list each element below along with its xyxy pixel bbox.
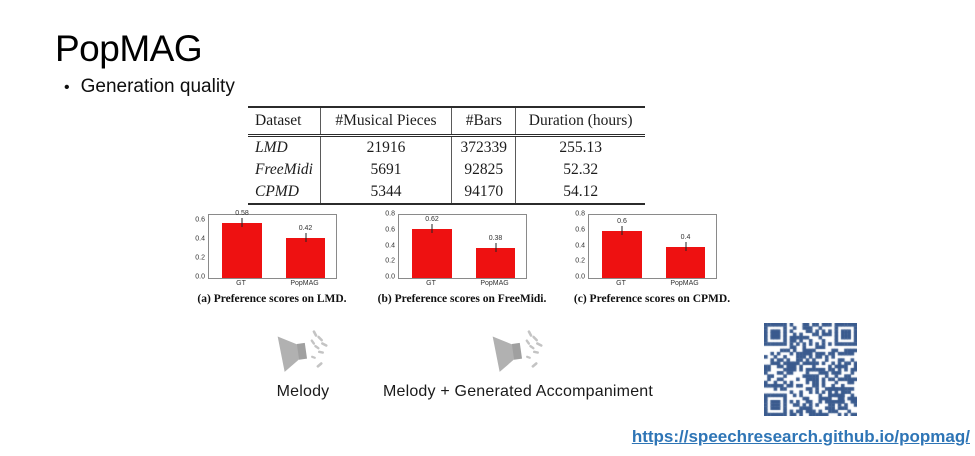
table-row: CPMD 5344 94170 54.12 — [248, 181, 645, 204]
plot-area: 0.6 0.4 — [588, 214, 717, 279]
dataset-table: Dataset #Musical Pieces #Bars Duration (… — [248, 106, 645, 205]
col-header-dataset: Dataset — [248, 107, 321, 137]
bar-value-label: 0.4 — [680, 233, 691, 241]
col-header-bars: #Bars — [451, 107, 516, 137]
bullet-text: Generation quality — [80, 76, 235, 97]
project-link[interactable]: https://speechresearch.github.io/popmag/ — [631, 427, 970, 446]
table-header-row: Dataset #Musical Pieces #Bars Duration (… — [248, 107, 645, 137]
y-tick-label: 0.4 — [575, 242, 585, 249]
bar-value-label: 0.62 — [425, 216, 439, 224]
chart-caption: (b) Preference scores on FreeMidi. — [377, 293, 547, 305]
table-row: FreeMidi 5691 92825 52.32 — [248, 159, 645, 181]
cell-dataset: FreeMidi — [255, 161, 313, 178]
bar-gt — [222, 222, 262, 278]
bullet-marker: • — [64, 79, 70, 96]
sound-waves-icon — [525, 330, 543, 368]
error-bar — [621, 225, 623, 235]
bar-popmag — [665, 246, 706, 278]
bar-gt — [412, 229, 452, 278]
x-tick-label: PopMAG — [290, 280, 319, 287]
qr-code — [764, 323, 857, 416]
col-header-pieces: #Musical Pieces — [319, 107, 452, 137]
x-axis-labels: GT PopMAG — [208, 280, 335, 290]
bar-gt — [602, 230, 642, 278]
x-tick-label: GT — [426, 280, 436, 287]
cell-duration: 255.13 — [515, 135, 645, 159]
speaker-icon[interactable] — [277, 330, 329, 374]
cell-bars: 94170 — [451, 181, 516, 204]
y-tick-label: 0.6 — [195, 216, 205, 224]
cell-bars: 92825 — [451, 159, 516, 181]
bar-value-label: 0.38 — [488, 235, 503, 243]
audio-label: Melody + Generated Accompaniment — [382, 383, 654, 400]
x-tick-label: GT — [236, 280, 246, 287]
error-bar — [431, 224, 433, 234]
cell-duration: 52.32 — [515, 159, 645, 181]
bar-value-label: 0.6 — [617, 217, 627, 225]
y-tick-label: 0.8 — [385, 210, 395, 218]
y-axis: 0.0 0.2 0.4 0.6 — [192, 214, 207, 280]
cell-dataset: LMD — [255, 139, 288, 156]
y-tick-label: 0.6 — [385, 226, 395, 234]
plot-area: 0.58 0.42 — [208, 210, 337, 279]
speaker-icon[interactable] — [492, 330, 544, 374]
cell-pieces: 21916 — [319, 135, 452, 159]
y-axis: 0.0 0.2 0.4 0.6 0.8 — [572, 210, 587, 281]
bar-popmag — [285, 237, 326, 278]
y-tick-label: 0.2 — [195, 254, 205, 262]
x-tick-label: PopMAG — [480, 280, 509, 287]
bullet-item: • Generation quality — [64, 76, 235, 98]
col-header-duration: Duration (hours) — [515, 107, 645, 137]
y-tick-label: 0.0 — [195, 273, 205, 281]
cell-pieces: 5344 — [319, 181, 452, 204]
table-row: LMD 21916 372339 255.13 — [248, 135, 645, 159]
cell-pieces: 5691 — [319, 159, 452, 181]
slide-title: PopMAG — [55, 27, 203, 69]
chart-caption: (c) Preference scores on CPMD. — [573, 293, 731, 305]
y-tick-label: 0.2 — [575, 257, 585, 265]
y-tick-label: 0.6 — [575, 226, 585, 234]
y-tick-label: 0.0 — [385, 273, 395, 281]
x-axis-labels: GT PopMAG — [398, 280, 525, 290]
y-tick-label: 0.4 — [195, 235, 205, 243]
bar-value-label: 0.58 — [235, 209, 249, 217]
audio-item-accompaniment: Melody + Generated Accompaniment — [372, 330, 664, 401]
error-bar — [241, 217, 243, 227]
error-bar — [305, 232, 307, 242]
plot-area: 0.62 0.38 — [398, 214, 527, 279]
y-tick-label: 0.4 — [385, 242, 395, 249]
x-tick-label: PopMAG — [670, 280, 699, 287]
x-tick-label: GT — [616, 280, 626, 287]
error-bar — [495, 243, 497, 253]
error-bar — [685, 241, 687, 251]
bar-value-label: 0.42 — [298, 224, 313, 232]
bar-popmag — [475, 248, 516, 278]
audio-item-melody: Melody — [248, 330, 358, 401]
y-tick-label: 0.2 — [385, 257, 395, 265]
chart-caption: (a) Preference scores on LMD. — [197, 293, 347, 305]
y-tick-label: 0.0 — [575, 273, 585, 281]
y-tick-label: 0.8 — [575, 210, 585, 218]
cell-dataset: CPMD — [255, 183, 299, 200]
cell-duration: 54.12 — [515, 181, 645, 204]
y-axis: 0.0 0.2 0.4 0.6 0.8 — [382, 210, 397, 281]
x-axis-labels: GT PopMAG — [588, 280, 715, 290]
cell-bars: 372339 — [451, 135, 516, 159]
sound-waves-icon — [310, 330, 328, 368]
audio-label: Melody — [276, 383, 330, 400]
